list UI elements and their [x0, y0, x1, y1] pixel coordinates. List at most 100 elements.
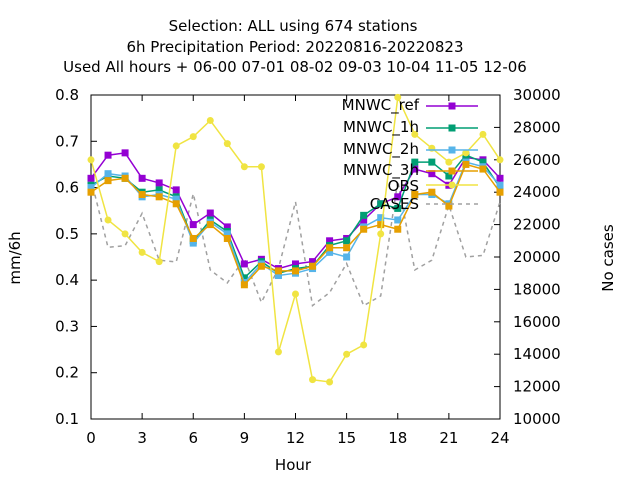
data-point	[377, 230, 385, 238]
y2-tick-label: 30000	[513, 86, 561, 104]
data-point	[326, 237, 334, 245]
data-point	[343, 237, 351, 245]
data-point	[206, 221, 214, 229]
data-point	[206, 209, 214, 217]
data-point	[445, 202, 453, 210]
data-point	[223, 234, 231, 242]
series-line-mnwc-1h	[90, 154, 501, 280]
chart-titles: Selection: ALL using 674 stations 6h Pre…	[63, 17, 527, 76]
data-point	[326, 378, 334, 386]
data-point	[326, 248, 334, 256]
x-tick-label: 24	[490, 429, 509, 447]
series-line-cases	[90, 179, 501, 307]
data-point	[104, 216, 112, 224]
y-tick-label: 0.1	[55, 410, 79, 428]
legend-label-mnwc-3h: MNWC_3h	[343, 161, 419, 180]
data-point	[292, 260, 299, 268]
data-point	[257, 262, 265, 270]
data-point	[496, 156, 504, 164]
data-point	[462, 160, 470, 168]
data-point	[189, 239, 197, 247]
x-tick-label: 15	[337, 429, 356, 447]
data-point	[428, 158, 436, 166]
x-tick-label: 9	[240, 429, 250, 447]
data-point	[360, 225, 368, 233]
title-line-2: 6h Precipitation Period: 20220816-202208…	[126, 38, 463, 56]
data-point	[240, 274, 248, 282]
legend-label-cases: CASES	[370, 195, 419, 213]
x-tick-label: 6	[188, 429, 198, 447]
data-point	[360, 211, 368, 219]
data-point	[445, 158, 453, 166]
data-point	[479, 158, 487, 166]
data-point	[172, 195, 180, 203]
data-point	[411, 130, 419, 138]
data-point	[223, 140, 231, 148]
data-point	[479, 130, 487, 138]
data-point	[360, 216, 368, 224]
data-point	[428, 188, 436, 196]
y2-tick-label: 24000	[513, 183, 561, 201]
y2-tick-label: 16000	[513, 313, 561, 331]
y2-tick-label: 20000	[513, 248, 561, 266]
legend-label-mnwc-2h: MNWC_2h	[343, 140, 419, 159]
data-point	[104, 151, 112, 159]
y-tick-label: 0.4	[55, 271, 79, 289]
data-point	[496, 174, 504, 182]
data-point	[343, 253, 351, 261]
legend-label-mnwc-ref: MNWC_ref	[342, 96, 420, 115]
y2-tick-label: 28000	[513, 118, 561, 136]
data-point	[155, 258, 163, 266]
y-tick-label: 0.7	[55, 132, 79, 150]
data-point	[411, 191, 419, 199]
data-point	[274, 348, 282, 356]
legend-marker	[448, 181, 456, 189]
data-point	[189, 133, 197, 141]
data-point	[394, 93, 402, 101]
data-point	[360, 341, 368, 349]
data-point	[155, 186, 163, 194]
data-point	[138, 174, 146, 182]
legend-marker	[448, 102, 456, 110]
data-point	[343, 244, 351, 252]
data-point	[428, 170, 436, 178]
data-point	[394, 193, 402, 201]
data-point	[326, 244, 334, 252]
data-point	[87, 188, 95, 196]
x-tick-label: 0	[86, 429, 96, 447]
data-point	[292, 290, 299, 298]
data-point	[172, 186, 180, 194]
data-point	[377, 221, 385, 229]
data-point	[104, 170, 112, 178]
data-point	[274, 272, 282, 280]
data-point	[223, 230, 231, 238]
data-point	[377, 200, 385, 208]
data-point	[462, 149, 470, 157]
y2-tick-label: 26000	[513, 151, 561, 169]
data-point	[394, 204, 402, 212]
data-point	[411, 158, 419, 166]
plot-area: 0 3 6 9 12 15 18 21 24 0.1 0.2 0.3 0.4 0.5 0.6 0.7 0.8 10…	[55, 86, 561, 447]
title-line-3: Used All hours + 06-00 07-01 08-02 09-03…	[63, 58, 527, 76]
y-axis-label: mm/6h	[6, 231, 24, 284]
y2-tick-label: 12000	[513, 378, 561, 396]
y-tick-label: 0.6	[55, 179, 79, 197]
y2-tick-label: 14000	[513, 345, 561, 363]
y-tick-label: 0.8	[55, 86, 79, 104]
x-tick-label: 21	[439, 429, 458, 447]
data-point	[309, 376, 317, 384]
data-point	[309, 258, 317, 266]
data-point	[292, 267, 299, 275]
legend-marker	[448, 167, 456, 175]
plot-frame	[90, 94, 501, 420]
data-point	[394, 225, 402, 233]
y2-axis-label: No cases	[599, 224, 617, 292]
data-point	[87, 174, 95, 182]
data-point	[189, 234, 197, 242]
data-point	[343, 350, 351, 358]
data-point	[155, 193, 163, 201]
data-point	[121, 230, 129, 238]
data-point	[155, 179, 163, 187]
